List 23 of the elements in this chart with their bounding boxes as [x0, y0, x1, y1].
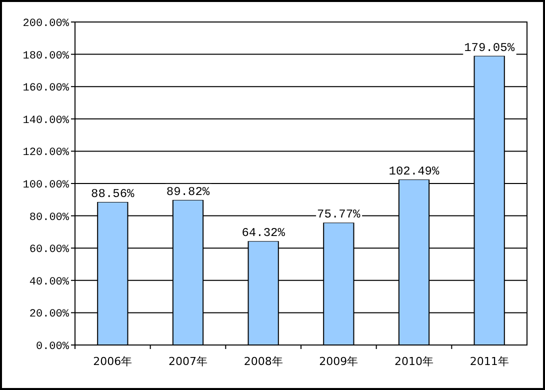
x-tick-label: 2006年: [93, 355, 132, 368]
x-tick-label: 2007年: [168, 355, 208, 368]
x-tick-label: 2008年: [244, 355, 283, 368]
data-label: 88.56%: [91, 186, 136, 201]
y-tick-label: 20.00%: [29, 308, 70, 321]
y-tick-label: 100.00%: [22, 180, 70, 192]
x-tick-label: 2009年: [319, 355, 358, 368]
y-tick-label: 40.00%: [29, 276, 70, 288]
y-tick-label: 200.00%: [22, 18, 70, 30]
y-tick-label: 160.00%: [22, 82, 70, 95]
data-label: 179.05%: [464, 40, 516, 55]
y-tick-label: 140.00%: [22, 114, 70, 127]
data-label: 64.32%: [242, 226, 286, 240]
y-tick-label: 0.00%: [36, 341, 70, 353]
data-label: 75.77%: [317, 208, 362, 222]
y-tick-label: 120.00%: [22, 147, 70, 160]
y-tick-label: 60.00%: [29, 244, 70, 256]
y-tick-label: 80.00%: [29, 212, 70, 224]
data-label: 89.82%: [166, 184, 210, 199]
x-tick-label: 2010年: [394, 355, 434, 368]
x-tick-label: 2011年: [470, 355, 509, 368]
y-tick-label: 180.00%: [22, 50, 70, 62]
data-label: 102.49%: [388, 164, 440, 178]
